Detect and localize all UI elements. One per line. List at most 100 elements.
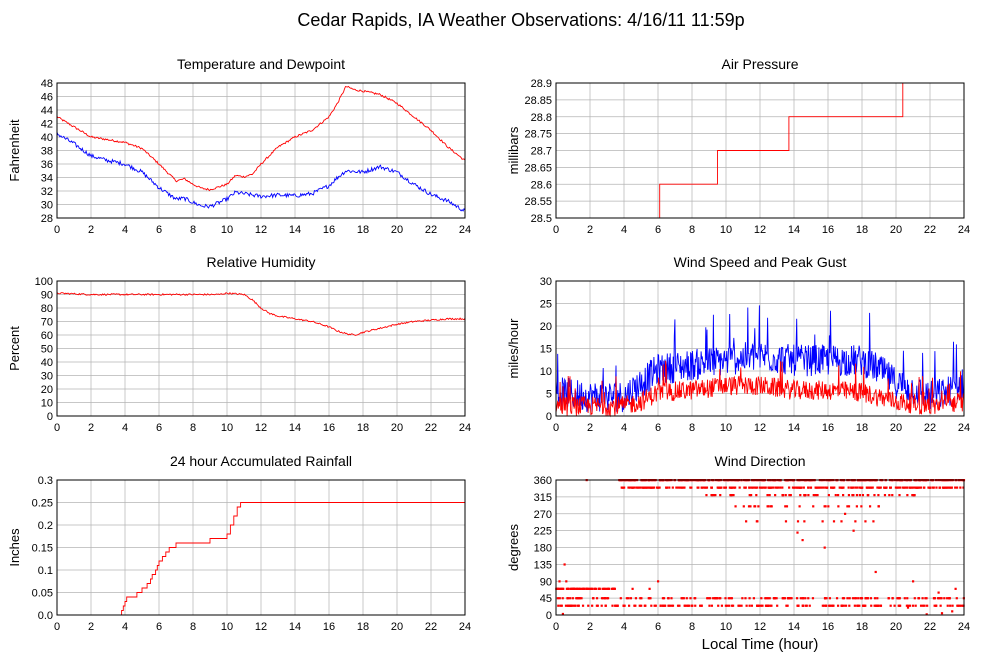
data-point — [912, 494, 915, 497]
data-point — [747, 505, 751, 508]
data-point — [560, 587, 563, 590]
data-point — [933, 597, 936, 600]
data-point — [811, 597, 815, 600]
data-point — [777, 486, 780, 489]
data-point — [776, 604, 779, 607]
data-point — [766, 494, 769, 497]
data-point — [812, 505, 815, 508]
data-point — [767, 486, 770, 489]
data-point — [606, 597, 610, 600]
data-point — [734, 505, 737, 508]
data-point — [906, 597, 909, 600]
data-point — [671, 604, 675, 607]
data-point — [867, 486, 870, 489]
data-point — [750, 604, 754, 607]
y-tick-label: 0.1 — [38, 565, 53, 577]
y-tick-label: 30 — [540, 276, 552, 288]
x-tick-label: 2 — [587, 224, 593, 236]
data-point — [898, 494, 901, 497]
data-point — [641, 486, 644, 489]
data-point — [906, 494, 909, 497]
data-point — [571, 604, 574, 607]
data-point — [748, 486, 751, 489]
x-tick-label: 0 — [54, 224, 60, 236]
x-tick-label: 12 — [255, 224, 267, 236]
data-point — [576, 587, 579, 590]
data-point — [689, 597, 692, 600]
data-point — [757, 604, 760, 607]
data-point — [847, 494, 851, 497]
data-point — [873, 604, 876, 607]
data-point — [714, 494, 717, 497]
data-point — [749, 505, 752, 508]
data-point — [557, 604, 560, 607]
data-point — [960, 604, 963, 607]
y-tick-label: 0.2 — [38, 520, 53, 532]
data-point — [860, 597, 864, 600]
data-point — [823, 546, 826, 549]
data-point — [855, 494, 859, 497]
data-point — [951, 610, 954, 613]
data-point — [773, 597, 776, 600]
data-point — [796, 604, 799, 607]
data-point — [764, 604, 768, 607]
data-point — [608, 587, 611, 590]
data-point — [832, 604, 835, 607]
data-point — [825, 486, 829, 489]
data-point — [785, 505, 789, 508]
data-point — [803, 520, 806, 523]
data-point — [768, 494, 771, 497]
data-point — [852, 529, 855, 532]
data-point — [670, 604, 673, 607]
data-point — [799, 494, 802, 497]
data-point — [809, 486, 813, 489]
data-point — [770, 604, 773, 607]
data-point — [854, 520, 857, 523]
data-point — [784, 494, 787, 497]
y-tick-label: 28.7 — [531, 146, 552, 158]
data-point — [815, 486, 818, 489]
data-point — [762, 486, 765, 489]
data-point — [804, 597, 807, 600]
data-point — [665, 486, 668, 489]
data-point — [705, 494, 708, 497]
data-point — [719, 494, 722, 497]
data-point — [872, 520, 875, 523]
data-point — [924, 597, 927, 600]
data-point — [935, 486, 938, 489]
data-point — [613, 587, 616, 590]
y-tick-label: 28.65 — [524, 162, 552, 174]
x-tick-label: 2 — [88, 422, 94, 434]
data-point — [848, 604, 851, 607]
y-tick-label: 15 — [540, 344, 552, 356]
data-point — [889, 486, 892, 489]
data-point — [587, 604, 590, 607]
data-point — [905, 604, 909, 607]
y-tick-label: 28.5 — [531, 213, 552, 225]
x-tick-label: 16 — [822, 224, 834, 236]
data-point — [896, 486, 899, 489]
x-tick-label: 12 — [754, 224, 766, 236]
y-tick-label: 10 — [41, 398, 53, 410]
x-tick-label: 22 — [425, 621, 437, 633]
data-point — [745, 520, 748, 523]
x-tick-label: 20 — [890, 224, 902, 236]
x-tick-label: 24 — [459, 621, 471, 633]
data-point — [751, 486, 754, 489]
data-point — [863, 604, 866, 607]
data-point — [750, 494, 753, 497]
data-point — [614, 604, 617, 607]
data-point — [629, 597, 633, 600]
x-tick-label: 2 — [587, 422, 593, 434]
data-point — [639, 486, 642, 489]
data-point — [603, 597, 607, 600]
x-tick-label: 4 — [122, 621, 128, 633]
data-point — [622, 486, 625, 489]
data-point — [741, 597, 744, 600]
data-point — [561, 612, 564, 616]
chart-title: Wind Direction — [714, 453, 805, 469]
data-point — [836, 604, 840, 607]
data-point — [939, 604, 942, 607]
data-point — [841, 597, 845, 600]
data-point — [951, 604, 954, 607]
